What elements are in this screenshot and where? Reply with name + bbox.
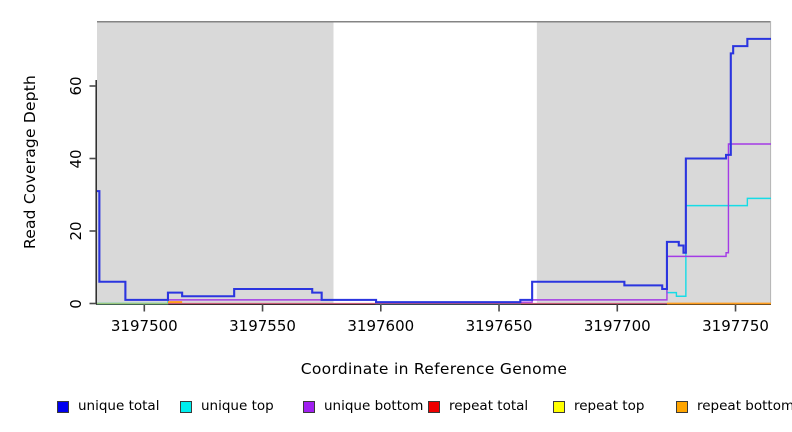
legend-swatch-icon: [676, 401, 688, 413]
x-axis-label: Coordinate in Reference Genome: [300, 360, 568, 378]
series-line-unique-total: [97, 37, 771, 304]
legend-swatch-icon: [180, 401, 192, 413]
legend-label: unique top: [201, 398, 274, 414]
legend-label: repeat total: [449, 398, 529, 414]
legend-swatch-icon: [428, 401, 440, 413]
y-tick-label: 60: [67, 76, 85, 96]
legend-swatch-icon: [303, 401, 315, 413]
y-axis-label: Read Coverage Depth: [21, 74, 39, 250]
legend-label: unique bottom: [324, 398, 424, 414]
x-tick-label: 3197600: [347, 317, 415, 335]
y-tick-label: 0: [67, 298, 85, 309]
right-gray-region: [536, 21, 771, 305]
series-line-repeat-bottom: [167, 301, 771, 305]
legend-label: unique total: [78, 398, 160, 414]
x-tick-label: 3197550: [229, 317, 296, 335]
x-tick-label: 3197500: [110, 317, 178, 335]
legend-label: repeat bottom: [697, 398, 792, 414]
legend-swatch-icon: [553, 401, 565, 413]
x-tick-label: 3197650: [465, 317, 533, 335]
left-gray-region: [97, 21, 334, 305]
y-tick-label: 20: [67, 221, 85, 241]
x-tick-label: 3197750: [702, 317, 769, 335]
legend-label: repeat top: [574, 398, 645, 414]
x-tick-label: 3197700: [583, 317, 651, 335]
y-tick-label: 40: [67, 148, 85, 169]
legend-swatch-icon: [57, 401, 69, 413]
